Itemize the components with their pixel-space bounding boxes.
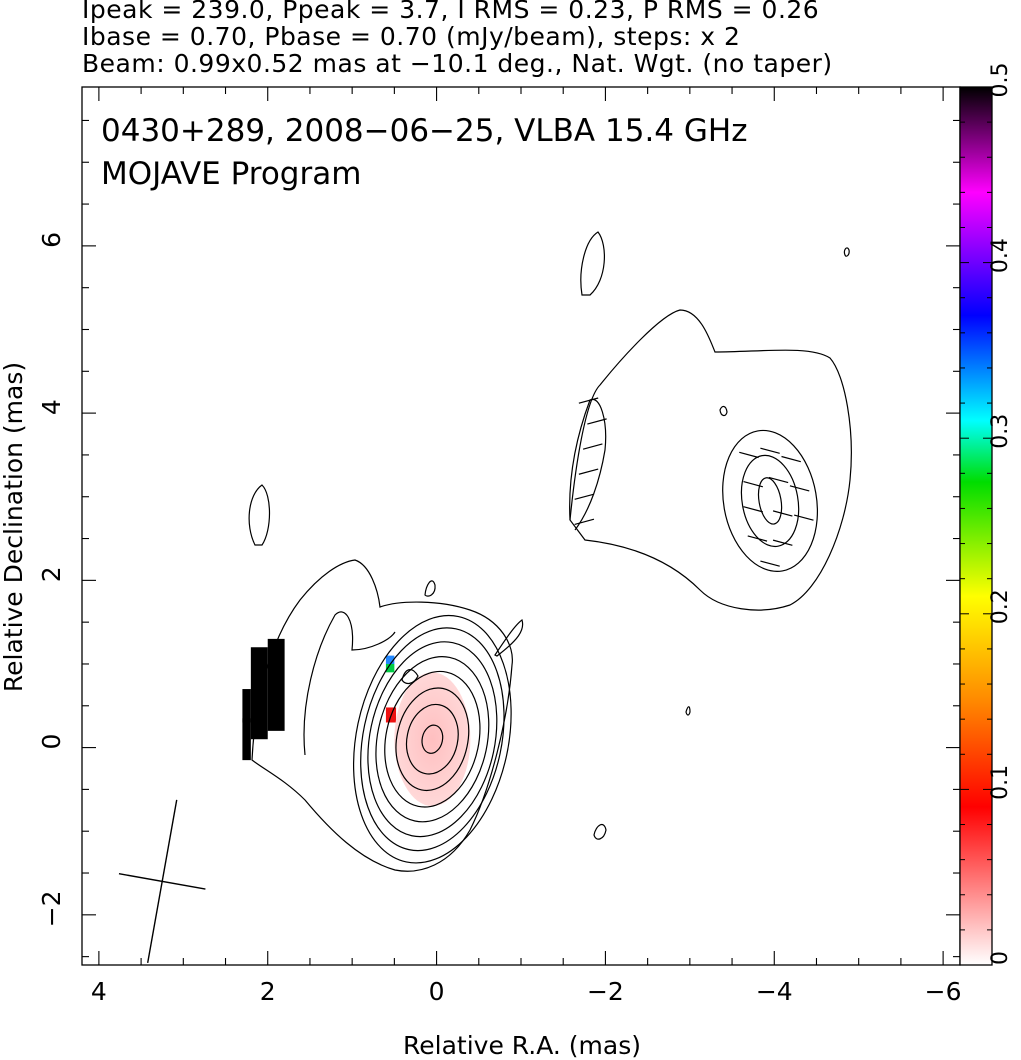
east-contour bbox=[757, 477, 783, 525]
colorbar-tick-label: 0.5 bbox=[988, 63, 1013, 98]
polarization-pixel bbox=[267, 638, 285, 731]
x-tick-label: −6 bbox=[925, 977, 962, 1006]
east-component-contours bbox=[722, 429, 819, 572]
core-contour bbox=[352, 614, 512, 864]
colorbar-tick-label: 0.2 bbox=[988, 589, 1013, 624]
polarization-vector bbox=[772, 539, 793, 546]
y-tick-labels: −2 0 2 4 6 bbox=[37, 232, 66, 927]
east-contour bbox=[740, 454, 800, 548]
header-line-3: Beam: 0.99x0.52 mas at −10.1 deg., Nat. … bbox=[82, 49, 833, 78]
chart-title: 0430+289, 2008−06−25, VLBA 15.4 GHz bbox=[101, 113, 747, 149]
fractional-polarization-pixels bbox=[242, 638, 471, 807]
polarization-pixel bbox=[385, 655, 395, 664]
polarization-vector bbox=[578, 397, 599, 404]
y-tick-label: 4 bbox=[37, 399, 66, 415]
small-island-4 bbox=[719, 405, 728, 417]
outer-contour-core bbox=[251, 559, 513, 872]
colorbar bbox=[959, 86, 993, 966]
y-axis-label: Relative Declination (mas) bbox=[0, 362, 28, 692]
small-island-9 bbox=[401, 669, 419, 685]
colorbar-tick-label: 0.3 bbox=[988, 414, 1013, 449]
polarization-vector bbox=[760, 447, 780, 454]
core-contour bbox=[375, 656, 490, 823]
intensity-contours bbox=[248, 231, 852, 872]
core-contour bbox=[395, 687, 470, 792]
polarization-vector bbox=[772, 510, 793, 517]
polarization-pixel bbox=[242, 689, 251, 723]
polarization-vector bbox=[794, 514, 814, 521]
chart-subtitle: MOJAVE Program bbox=[101, 156, 361, 192]
x-tick-labels: 4 2 0 −2 −4 −6 bbox=[91, 977, 962, 1006]
polarization-vector bbox=[743, 506, 763, 513]
small-island-3 bbox=[843, 247, 850, 257]
polarization-vector bbox=[768, 476, 789, 484]
polarization-pixel bbox=[242, 718, 251, 761]
polarization-vectors bbox=[574, 397, 814, 567]
polarization-vector bbox=[574, 518, 595, 525]
polarization-vector bbox=[781, 455, 801, 463]
polarization-vector bbox=[789, 485, 810, 492]
x-tick-label: 2 bbox=[260, 977, 276, 1006]
colorbar-tick-labels: 0 0.1 0.2 0.3 0.4 0.5 bbox=[988, 63, 1013, 966]
core-contour bbox=[367, 641, 498, 838]
small-island-2 bbox=[580, 231, 605, 296]
header-line-1: Ipeak = 239.0, Ppeak = 3.7, I RMS = 0.23… bbox=[82, 0, 820, 24]
small-island-8 bbox=[685, 706, 691, 716]
core-polarization-patch bbox=[394, 672, 471, 807]
y-tick-label: 2 bbox=[37, 566, 66, 582]
polarization-vector bbox=[582, 443, 603, 450]
beam-minor-axis bbox=[118, 872, 206, 890]
core-contours bbox=[352, 614, 512, 864]
y-tick-label: 0 bbox=[37, 734, 66, 750]
inner-notch-contour bbox=[303, 611, 396, 756]
core-contour bbox=[405, 703, 459, 775]
plot-frame bbox=[81, 86, 961, 966]
x-tick-label: −4 bbox=[756, 977, 793, 1006]
x-axis-label: Relative R.A. (mas) bbox=[403, 1031, 641, 1060]
stripe-contour bbox=[569, 398, 607, 531]
x-tick-label: −2 bbox=[587, 977, 624, 1006]
x-tick-label: 0 bbox=[429, 977, 445, 1006]
polarization-vector bbox=[578, 468, 599, 475]
polarization-vector bbox=[747, 535, 768, 542]
polarization-vector bbox=[587, 418, 607, 425]
polarization-vector bbox=[574, 493, 595, 500]
polarization-vector bbox=[760, 560, 780, 567]
core-contour bbox=[421, 724, 444, 754]
colorbar-tick-label: 0 bbox=[988, 951, 1013, 965]
polarization-pixel bbox=[250, 647, 268, 740]
small-island-1 bbox=[248, 484, 271, 546]
y-tick-label: −2 bbox=[37, 890, 66, 927]
x-tick-label: 4 bbox=[91, 977, 107, 1006]
core-contour bbox=[384, 670, 481, 808]
polarization-vector bbox=[743, 481, 763, 488]
polarization-vector bbox=[739, 451, 759, 459]
core-contour bbox=[360, 627, 505, 852]
small-island-6 bbox=[494, 619, 524, 657]
small-island-7 bbox=[593, 823, 607, 840]
beam-marker bbox=[118, 799, 206, 964]
east-contour bbox=[722, 429, 819, 572]
header-line-2: Ibase = 0.70, Pbase = 0.70 (mJy/beam), s… bbox=[82, 22, 741, 51]
y-tick-label: 6 bbox=[37, 232, 66, 248]
colorbar-tick-label: 0.1 bbox=[988, 765, 1013, 800]
axis-ticks bbox=[82, 87, 960, 965]
outer-contour-jet bbox=[569, 309, 852, 611]
colorbar-tick-label: 0.4 bbox=[988, 238, 1013, 273]
polarization-pixel bbox=[385, 663, 395, 673]
colorbar-ticks bbox=[960, 86, 992, 966]
small-island-5 bbox=[424, 580, 436, 597]
